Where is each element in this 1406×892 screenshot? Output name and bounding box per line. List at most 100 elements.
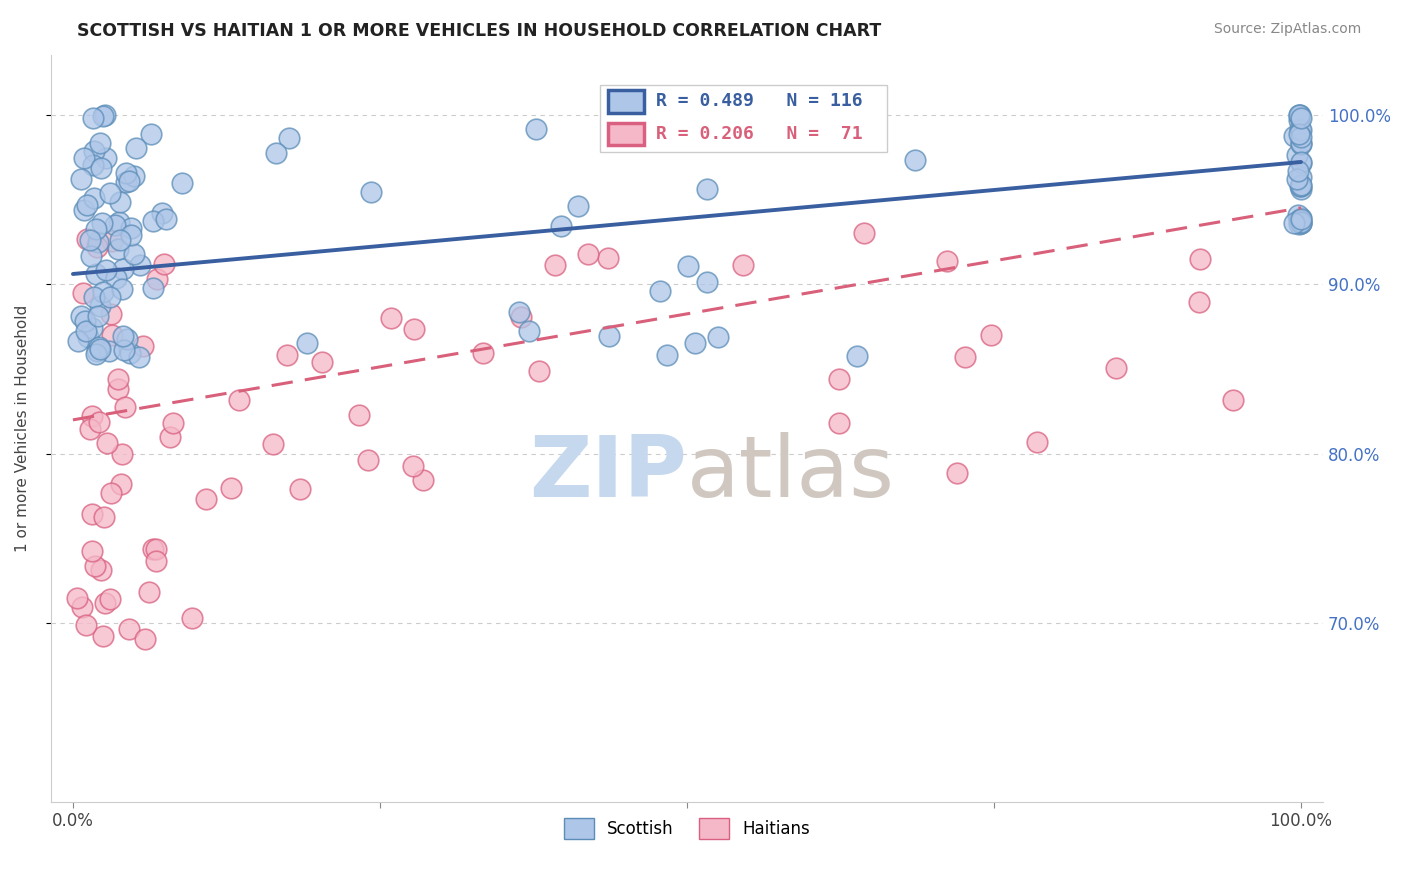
Point xyxy=(1288,107,1310,121)
Point xyxy=(89,136,111,150)
Point xyxy=(66,591,89,605)
Point xyxy=(104,271,127,285)
Point xyxy=(83,144,105,158)
Point xyxy=(111,261,134,276)
Point xyxy=(648,284,671,298)
Point xyxy=(1222,393,1244,408)
Point xyxy=(1288,113,1310,128)
Point xyxy=(80,321,103,335)
Point xyxy=(86,344,108,359)
Point xyxy=(75,618,97,632)
Point xyxy=(412,474,434,488)
Point xyxy=(683,336,706,351)
Point xyxy=(118,623,141,637)
Point xyxy=(567,199,589,213)
Point xyxy=(107,242,129,256)
Point xyxy=(120,220,142,235)
Point xyxy=(101,327,124,342)
Point xyxy=(118,174,141,188)
Point xyxy=(108,215,131,229)
Point xyxy=(111,282,134,296)
Point xyxy=(1288,217,1310,231)
Point xyxy=(132,338,155,352)
Point xyxy=(83,290,105,304)
Point xyxy=(76,198,98,212)
Y-axis label: 1 or more Vehicles in Household: 1 or more Vehicles in Household xyxy=(15,305,30,552)
Point xyxy=(82,111,104,125)
Point xyxy=(76,329,98,343)
Point xyxy=(1289,136,1312,151)
Point xyxy=(79,422,101,436)
Point xyxy=(731,258,754,272)
Point xyxy=(75,324,97,338)
Point xyxy=(142,542,165,557)
Point xyxy=(72,285,94,300)
Point xyxy=(83,558,105,573)
Point xyxy=(1026,434,1049,449)
Point xyxy=(598,251,620,265)
Point xyxy=(360,186,382,200)
Point xyxy=(152,257,174,271)
Text: atlas: atlas xyxy=(688,432,896,515)
Point xyxy=(945,466,967,480)
Point xyxy=(82,409,104,423)
Point xyxy=(1284,129,1306,144)
Point xyxy=(678,259,700,273)
Point xyxy=(1289,178,1312,193)
Point xyxy=(219,482,242,496)
Point xyxy=(110,477,132,491)
Point xyxy=(159,430,181,444)
Point xyxy=(1187,294,1209,309)
Point xyxy=(108,194,131,209)
Point xyxy=(1288,128,1310,142)
Point xyxy=(87,340,110,354)
Point xyxy=(124,246,146,260)
Point xyxy=(955,350,977,364)
Point xyxy=(517,325,540,339)
Point xyxy=(180,611,202,625)
Point xyxy=(94,107,117,121)
Point xyxy=(657,348,679,362)
Point xyxy=(1288,121,1310,136)
Point xyxy=(508,305,530,319)
Point xyxy=(142,213,165,227)
Point xyxy=(1289,107,1312,121)
Point xyxy=(550,219,572,234)
Point xyxy=(89,415,111,429)
Point xyxy=(91,216,114,230)
Point xyxy=(112,343,135,358)
Point xyxy=(138,585,160,599)
Point xyxy=(76,232,98,246)
Point xyxy=(72,599,94,614)
Point xyxy=(598,328,620,343)
Point xyxy=(828,416,851,430)
Point xyxy=(84,222,107,236)
Point xyxy=(1289,179,1312,194)
Point xyxy=(853,227,876,241)
Point xyxy=(472,346,495,360)
Point xyxy=(73,151,96,165)
Point xyxy=(90,563,112,577)
Point xyxy=(828,372,851,386)
Point xyxy=(86,347,108,361)
Point xyxy=(125,141,148,155)
Point xyxy=(82,507,104,521)
Point xyxy=(94,263,117,277)
Point xyxy=(1289,212,1312,227)
Point xyxy=(91,109,114,123)
Point xyxy=(402,458,425,473)
Point xyxy=(1289,215,1312,229)
Legend: Scottish, Haitians: Scottish, Haitians xyxy=(557,812,817,846)
Point xyxy=(134,632,156,646)
Point xyxy=(1289,170,1312,185)
Point xyxy=(80,544,103,558)
Point xyxy=(120,228,142,243)
Point xyxy=(96,436,118,450)
Point xyxy=(1285,147,1308,161)
Point xyxy=(139,127,162,141)
Point xyxy=(142,280,165,294)
Point xyxy=(1284,216,1306,230)
Point xyxy=(288,482,311,496)
Point xyxy=(1286,208,1309,222)
Point xyxy=(264,145,287,160)
